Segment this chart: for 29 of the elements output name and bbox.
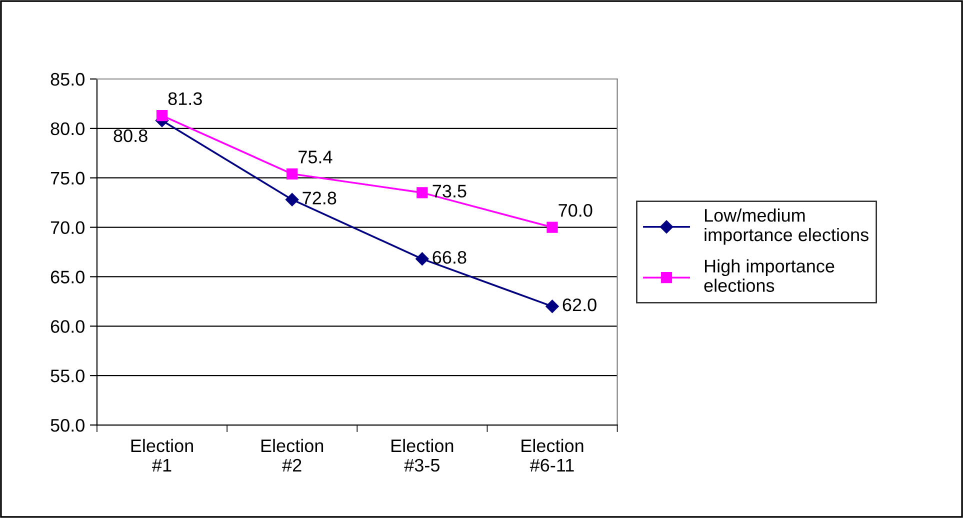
point (546, 300, 559, 313)
legend-label: Low/medium importance elections (704, 208, 868, 245)
data-label: 80.8 (114, 129, 148, 142)
y-tick-label: 85.0 (50, 72, 84, 86)
data-label: 70.0 (558, 204, 592, 217)
y-tick-label: 65.0 (50, 270, 84, 284)
point (286, 193, 299, 206)
data-label: 66.8 (432, 250, 466, 264)
y-tick-label: 60.0 (50, 320, 84, 333)
point (286, 168, 298, 180)
y-tick-label: 55.0 (50, 370, 84, 382)
x-tick-label: Election #1 (131, 438, 193, 472)
data-label: 75.4 (298, 150, 332, 164)
point (416, 187, 428, 198)
point (546, 222, 558, 233)
x-tick-label: Election #3-5 (392, 438, 454, 472)
y-tick-label: 75.0 (50, 172, 84, 185)
y-tick-label: 80.0 (50, 122, 84, 136)
data-label: 73.5 (432, 184, 466, 198)
x-tick-label: Election #6-11 (522, 438, 584, 472)
point (416, 252, 429, 266)
x-tick-label: Election #2 (261, 438, 324, 472)
legend-label: High importance elections (704, 259, 834, 292)
data-label: 62.0 (562, 298, 596, 312)
data-label: 81.3 (168, 92, 202, 106)
y-tick-label: 70.0 (50, 221, 84, 234)
y-tick-label: 50.0 (50, 418, 84, 432)
point (156, 110, 168, 122)
data-label: 72.8 (302, 192, 336, 204)
